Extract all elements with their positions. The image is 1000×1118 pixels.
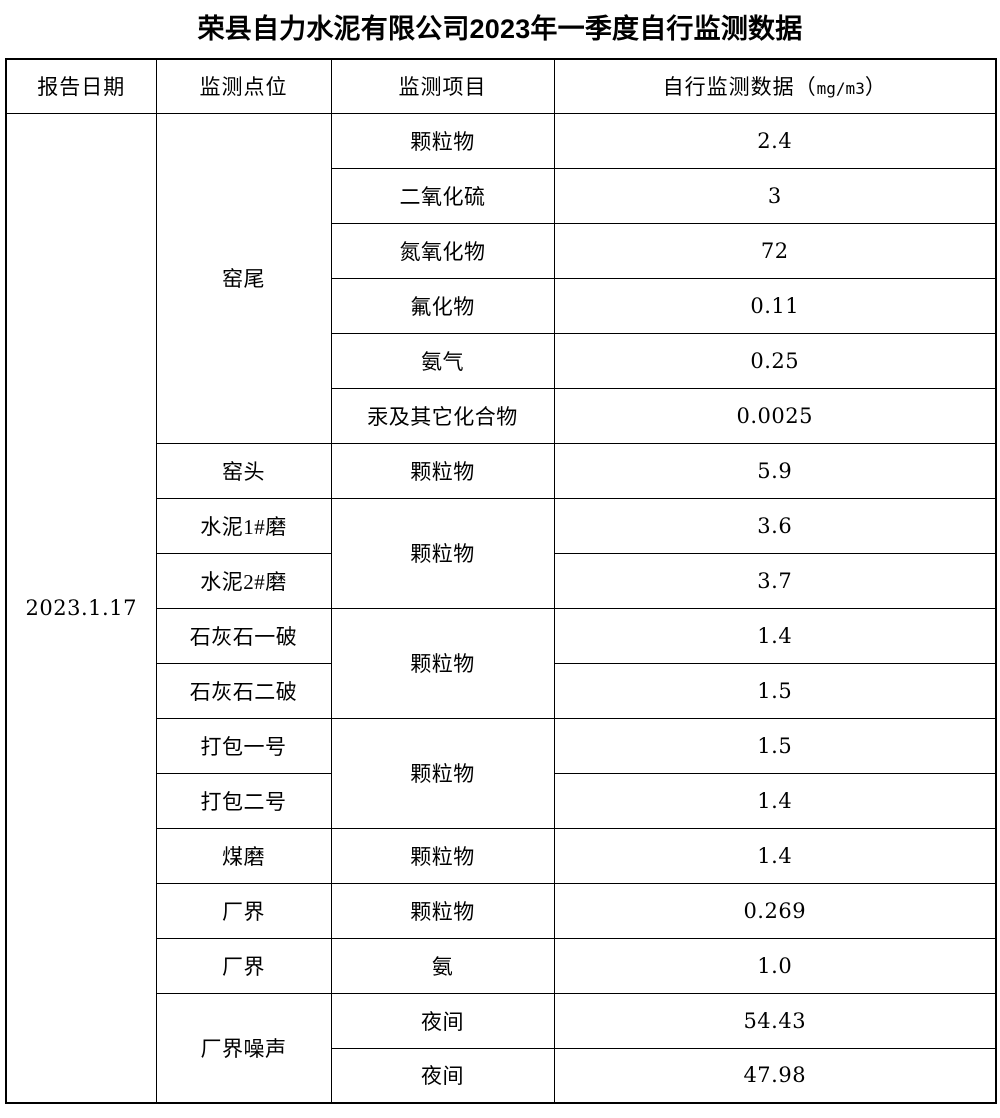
monitoring-site-cell: 打包一号	[155, 717, 332, 774]
monitoring-site-cell: 厂界	[155, 937, 332, 994]
monitoring-site-cell: 厂界噪声	[155, 992, 332, 1104]
table-body: 2023.1.17 窑尾 颗粒物 2.4 二氧化硫 3 氮氧化物 72 氟化物 0.11 氨气 0.2…	[5, 112, 997, 1104]
monitoring-item-cell: 氨	[330, 937, 555, 994]
table-row: 氮氧化物 72	[6, 222, 997, 279]
measured-value-cell: 0.11	[553, 277, 997, 334]
measured-value-cell: 0.25	[553, 332, 997, 389]
monitoring-data-table: 报告日期 监测点位 监测项目 自行监测数据（mg/m3） 2023.1.17 窑尾…	[5, 58, 997, 1104]
monitoring-site-cell: 厂界	[155, 882, 332, 939]
monitoring-site-cell: 打包二号	[155, 772, 332, 829]
monitoring-site-cell: 窑头	[155, 442, 332, 499]
monitoring-item-cell: 颗粒物	[330, 882, 555, 939]
measured-value-cell: 1.0	[553, 937, 997, 994]
monitoring-item-cell: 颗粒物	[330, 607, 555, 719]
table-header-row: 报告日期 监测点位 监测项目 自行监测数据（mg/m3）	[5, 58, 997, 114]
measured-value-cell: 2.4	[553, 112, 997, 169]
measured-value-cell: 3	[553, 167, 997, 224]
column-header-paren-open: （	[794, 75, 817, 100]
monitoring-item-cell: 氮氧化物	[330, 222, 555, 279]
table-row: 石灰石二破 1.5	[6, 662, 997, 719]
table-row: 石灰石一破 颗粒物 1.4	[6, 607, 997, 719]
column-header-paren-close: ）	[864, 75, 887, 100]
column-header-item: 监测项目	[330, 58, 555, 114]
monitoring-item-cell: 颗粒物	[330, 827, 555, 884]
measured-value-cell: 3.7	[553, 552, 997, 609]
report-date-cell: 2023.1.17	[5, 112, 157, 1104]
table-container: 报告日期 监测点位 监测项目 自行监测数据（mg/m3） 2023.1.17 窑尾…	[0, 58, 1000, 1104]
monitoring-item-cell: 颗粒物	[330, 442, 555, 499]
page-title: 荣县自力水泥有限公司2023年一季度自行监测数据	[197, 14, 803, 44]
measured-value-cell: 47.98	[553, 1047, 997, 1104]
table-row: 厂界噪声 夜间 54.43	[6, 992, 997, 1104]
measured-value-cell: 1.4	[553, 607, 997, 664]
measured-value-cell: 1.5	[553, 717, 997, 774]
measured-value-cell: 1.5	[553, 662, 997, 719]
monitoring-item-cell: 氟化物	[330, 277, 555, 334]
table-row: 打包一号 颗粒物 1.5	[6, 717, 997, 829]
monitoring-item-cell: 颗粒物	[330, 112, 555, 169]
column-header-date: 报告日期	[5, 58, 157, 114]
table-row: 氨气 0.25	[6, 332, 997, 389]
column-header-value-text: 自行监测数据	[662, 75, 795, 100]
table-row: 夜间 47.98	[6, 1047, 997, 1104]
monitoring-item-cell: 氨气	[330, 332, 555, 389]
measured-value-cell: 1.4	[553, 772, 997, 829]
measured-value-cell: 3.6	[553, 497, 997, 554]
monitoring-item-cell: 二氧化硫	[330, 167, 555, 224]
monitoring-item-cell: 夜间	[330, 992, 555, 1049]
monitoring-site-cell: 窑尾	[155, 112, 332, 444]
monitoring-site-cell: 煤磨	[155, 827, 332, 884]
measured-value-cell: 54.43	[553, 992, 997, 1049]
monitoring-item-cell: 汞及其它化合物	[330, 387, 555, 444]
table-header: 报告日期 监测点位 监测项目 自行监测数据（mg/m3）	[5, 58, 997, 114]
monitoring-item-cell: 夜间	[330, 1047, 555, 1104]
table-row: 水泥2#磨 3.7	[6, 552, 997, 609]
table-row: 2023.1.17 窑尾 颗粒物 2.4	[5, 112, 997, 1104]
monitoring-site-cell: 石灰石一破	[155, 607, 332, 664]
monitoring-item-cell: 颗粒物	[330, 497, 555, 609]
table-row: 煤磨 颗粒物 1.4	[6, 827, 997, 884]
table-row: 厂界 颗粒物 0.269	[6, 882, 997, 939]
measured-value-cell: 5.9	[553, 442, 997, 499]
column-header-site: 监测点位	[155, 58, 332, 114]
monitoring-site-cell: 水泥2#磨	[155, 552, 332, 609]
monitoring-site-cell: 石灰石二破	[155, 662, 332, 719]
column-header-value-unit: mg/m3	[816, 79, 865, 99]
measured-value-cell: 72	[553, 222, 997, 279]
column-header-value: 自行监测数据（mg/m3）	[553, 58, 997, 114]
measured-value-cell: 1.4	[553, 827, 997, 884]
measured-value-cell: 0.0025	[553, 387, 997, 444]
table-row: 汞及其它化合物 0.0025	[6, 387, 997, 444]
measured-value-cell: 0.269	[553, 882, 997, 939]
monitoring-item-cell: 颗粒物	[330, 717, 555, 829]
table-row: 氟化物 0.11	[6, 277, 997, 334]
monitoring-site-cell: 水泥1#磨	[155, 497, 332, 554]
table-row: 二氧化硫 3	[6, 167, 997, 224]
